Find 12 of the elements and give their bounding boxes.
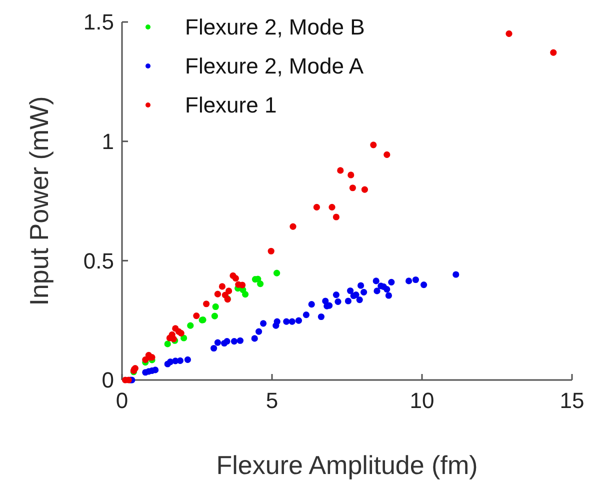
x-tick-label: 5 [266,388,278,413]
x-tick-label: 15 [560,388,584,413]
y-tick-label: 1 [102,129,114,154]
legend-label: Flexure 1 [185,92,277,118]
x-axis-title: Flexure Amplitude (fm) [216,450,478,480]
y-tick-label: 0.5 [83,248,114,274]
y-tick-label: 0 [102,368,114,393]
legend-label: Flexure 2, Mode A [185,54,364,79]
y-tick-label: 1.5 [83,10,114,35]
x-tick-label: 10 [410,388,434,413]
legend-label: Flexure 2, Mode B [185,14,365,40]
y-axis-title: Input Power (mW) [24,96,54,306]
